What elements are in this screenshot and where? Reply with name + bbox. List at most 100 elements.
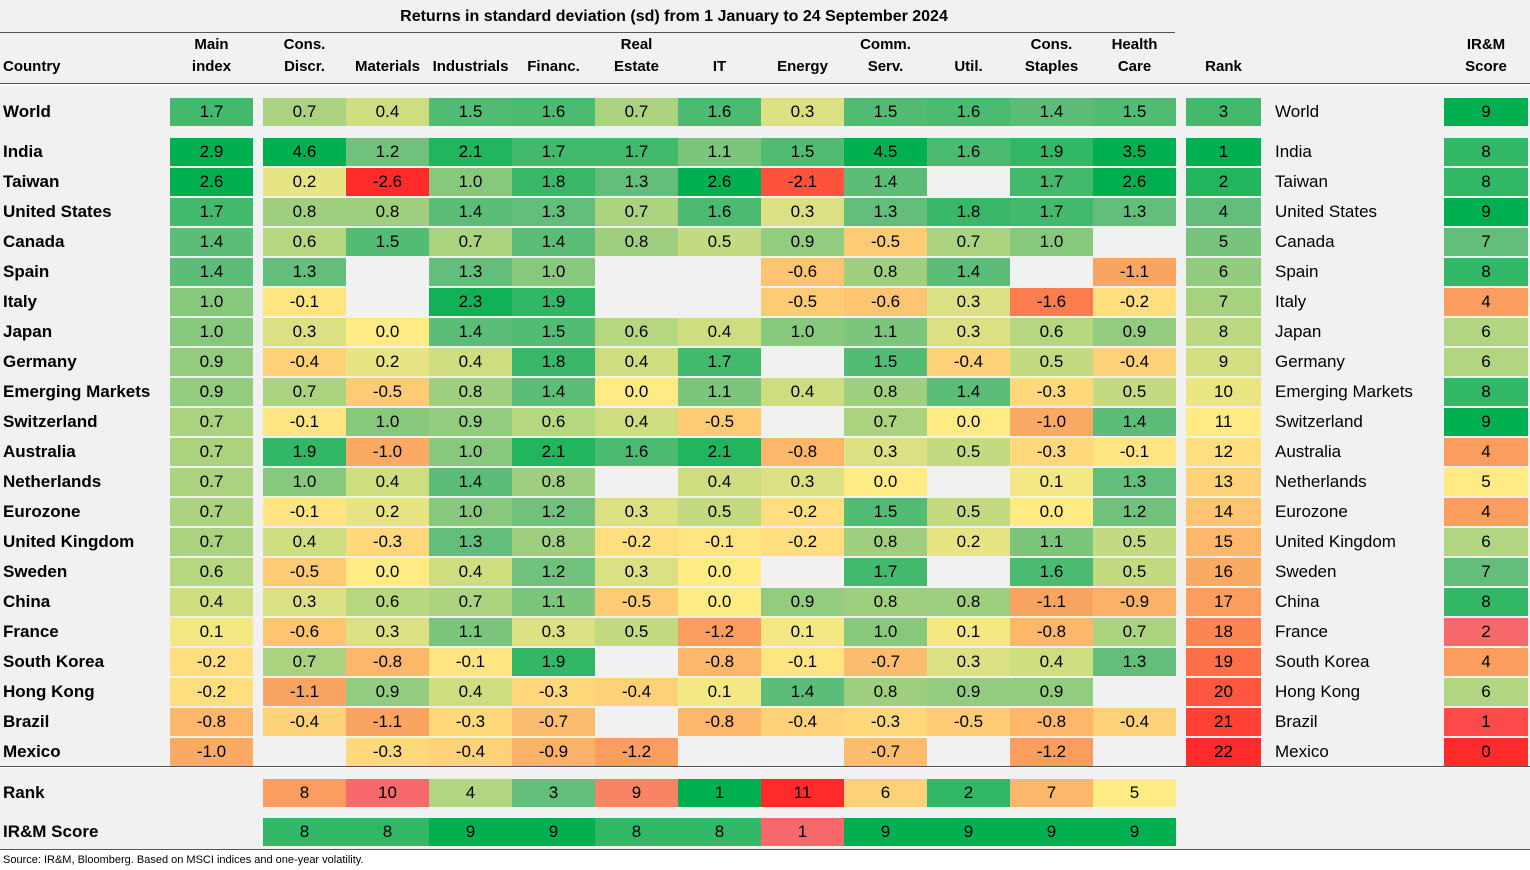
column-header: Cons. Discr. xyxy=(283,36,326,75)
rank-cell: 13 xyxy=(1186,468,1261,496)
sector-rank-cell: 10 xyxy=(346,779,429,807)
value-cell: 0.8 xyxy=(844,378,927,406)
score-cell: 4 xyxy=(1444,438,1528,466)
value-cell: 1.5 xyxy=(844,348,927,376)
row-country-repeat: Canada xyxy=(1275,232,1335,251)
value-cell: -0.7 xyxy=(844,648,927,676)
value-cell: -1.0 xyxy=(1010,408,1093,436)
value-cell: 1.6 xyxy=(678,98,761,126)
value-cell: 1.8 xyxy=(512,168,595,196)
row-country: Italy xyxy=(3,292,38,311)
row-country-repeat: Eurozone xyxy=(1275,502,1348,521)
value-cell: 1.4 xyxy=(1010,98,1093,126)
score-cell: 8 xyxy=(1444,258,1528,286)
value-cell: 0.7 xyxy=(595,98,678,126)
value-cell: 1.1 xyxy=(844,318,927,346)
value-cell: 1.7 xyxy=(1010,168,1093,196)
value-cell: 1.1 xyxy=(512,588,595,616)
value-cell: 0.4 xyxy=(1010,648,1093,676)
value-cell: 0.3 xyxy=(761,468,844,496)
value-cell: 0.9 xyxy=(927,678,1010,706)
rank-cell: 19 xyxy=(1186,648,1261,676)
value-cell: 1.5 xyxy=(761,138,844,166)
row-country: Taiwan xyxy=(3,172,60,191)
value-cell: -0.4 xyxy=(1093,348,1176,376)
value-cell: 1.0 xyxy=(844,618,927,646)
value-cell: -1.0 xyxy=(346,438,429,466)
value-cell: -0.3 xyxy=(346,738,429,766)
value-cell: 0.3 xyxy=(761,98,844,126)
value-cell: 0.7 xyxy=(263,648,346,676)
row-country-repeat: South Korea xyxy=(1275,652,1370,671)
score-cell: 4 xyxy=(1444,498,1528,526)
row-country: India xyxy=(3,142,43,161)
value-cell: 2.6 xyxy=(170,168,253,196)
value-cell: -0.3 xyxy=(1010,378,1093,406)
score-cell: 1 xyxy=(1444,708,1528,736)
value-cell: 1.5 xyxy=(1093,98,1176,126)
value-cell: -0.4 xyxy=(761,708,844,736)
value-cell: -0.7 xyxy=(512,708,595,736)
header-rule xyxy=(0,83,1530,84)
value-cell: -1.1 xyxy=(263,678,346,706)
value-cell: -0.1 xyxy=(1093,438,1176,466)
rank-cell: 4 xyxy=(1186,198,1261,226)
value-cell: -0.6 xyxy=(844,288,927,316)
value-cell: 1.1 xyxy=(678,378,761,406)
value-cell: -0.8 xyxy=(1010,708,1093,736)
row-country-repeat: Hong Kong xyxy=(1275,682,1361,701)
value-cell: -0.4 xyxy=(1093,708,1176,736)
value-cell: 0.0 xyxy=(678,588,761,616)
value-cell: -1.1 xyxy=(346,708,429,736)
score-cell: 5 xyxy=(1444,468,1528,496)
value-cell: 0.3 xyxy=(263,318,346,346)
value-cell: -0.3 xyxy=(1010,438,1093,466)
value-cell: -0.1 xyxy=(263,498,346,526)
value-cell: 0.5 xyxy=(927,498,1010,526)
value-cell: 0.3 xyxy=(346,618,429,646)
value-cell: 1.0 xyxy=(1010,228,1093,256)
value-cell: -0.2 xyxy=(595,528,678,556)
row-country: Emerging Markets xyxy=(3,382,151,401)
value-cell: 3.5 xyxy=(1093,138,1176,166)
value-cell: 0.9 xyxy=(761,588,844,616)
value-cell: -0.8 xyxy=(346,648,429,676)
value-cell: 1.8 xyxy=(927,198,1010,226)
row-country: Japan xyxy=(3,322,53,341)
title-rule xyxy=(0,32,1175,33)
value-cell: 0.8 xyxy=(844,678,927,706)
column-header: IT xyxy=(712,58,727,75)
row-country-repeat: United States xyxy=(1275,202,1378,221)
value-cell: 1.2 xyxy=(1093,498,1176,526)
score-cell: 9 xyxy=(1444,98,1528,126)
value-cell: 1.4 xyxy=(170,228,253,256)
value-cell: 1.4 xyxy=(170,258,253,286)
value-cell: 0.7 xyxy=(429,588,512,616)
value-cell: 1.1 xyxy=(678,138,761,166)
value-cell: -0.1 xyxy=(678,528,761,556)
header-score: IR&M Score xyxy=(1465,36,1507,75)
value-cell: 1.0 xyxy=(170,318,253,346)
value-cell: 0.3 xyxy=(595,558,678,586)
value-cell: -0.1 xyxy=(429,648,512,676)
value-cell: 1.7 xyxy=(844,558,927,586)
value-cell: 0.6 xyxy=(170,558,253,586)
value-cell: -0.2 xyxy=(1093,288,1176,316)
value-cell: 1.6 xyxy=(595,438,678,466)
row-country: Sweden xyxy=(3,562,68,581)
value-cell: 0.2 xyxy=(346,348,429,376)
value-cell: 1.4 xyxy=(429,198,512,226)
sector-score-cell: 9 xyxy=(1010,818,1093,846)
footer-rule xyxy=(0,849,1530,850)
value-cell: 0.4 xyxy=(429,348,512,376)
value-cell: 1.0 xyxy=(761,318,844,346)
value-cell: 2.9 xyxy=(170,138,253,166)
value-cell: 0.4 xyxy=(429,558,512,586)
value-cell: 0.3 xyxy=(512,618,595,646)
value-cell: 1.7 xyxy=(678,348,761,376)
value-cell: 0.8 xyxy=(844,588,927,616)
value-cell: 2.6 xyxy=(678,168,761,196)
value-cell: 0.8 xyxy=(429,378,512,406)
rank-cell: 18 xyxy=(1186,618,1261,646)
value-cell: 0.9 xyxy=(1010,678,1093,706)
